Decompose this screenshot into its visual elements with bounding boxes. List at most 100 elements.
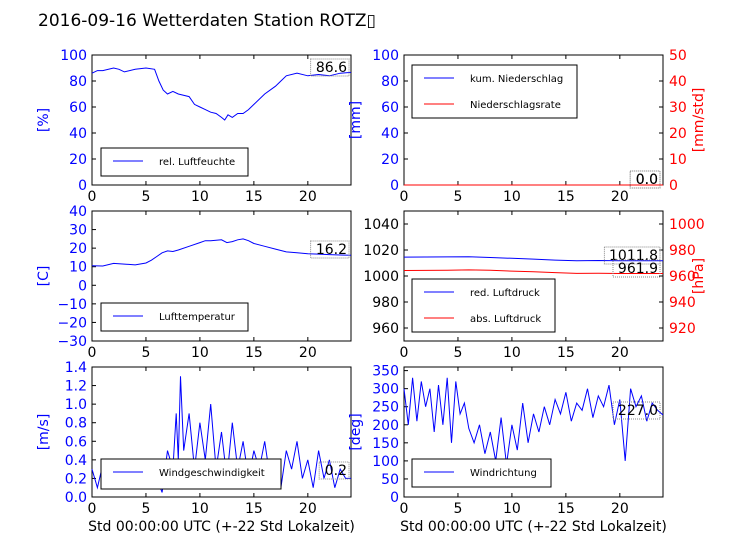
- legend-entry: rel. Luftfeuchte: [159, 157, 235, 168]
- y-tick-label: 0.0: [65, 490, 87, 506]
- value-label-box: [310, 58, 350, 77]
- legend-entry: kum. Niederschlag: [470, 74, 563, 85]
- y-tick-label: 0: [390, 490, 399, 506]
- x-tick-label: 10: [503, 189, 521, 205]
- x-tick-label: 15: [245, 189, 263, 205]
- x-tick-label: 0: [88, 501, 97, 517]
- legend-entry: red. Luftdruck: [470, 288, 540, 299]
- x-tick-label: 0: [88, 345, 97, 361]
- y2-tick-label: 30: [669, 100, 687, 116]
- y-tick-label: 350: [372, 364, 399, 380]
- y2-tick-label: 940: [669, 295, 696, 311]
- y-tick-label: 40: [381, 126, 399, 142]
- y2-axis-label: [hPa]: [691, 258, 707, 294]
- y-tick-label: 1.0: [65, 397, 87, 413]
- series-line-pressure-0: [403, 256, 663, 262]
- y-tick-label: 60: [381, 100, 399, 116]
- y-tick-label: 1.2: [65, 379, 87, 395]
- x-tick-label: 10: [191, 501, 209, 517]
- x-tick-label: 5: [141, 345, 150, 361]
- x-tick-label: 20: [611, 345, 629, 361]
- value-label: 0.0: [636, 172, 658, 188]
- value-label-box: [310, 240, 350, 259]
- y2-tick-label: 920: [669, 321, 696, 337]
- y2-tick-label: 960: [669, 269, 696, 285]
- legend-box: [411, 278, 556, 333]
- x-tick-label: 5: [453, 501, 462, 517]
- y-tick-label: 250: [372, 400, 399, 416]
- legend-entry: abs. Luftdruck: [470, 314, 541, 325]
- x-tick-label: 5: [141, 189, 150, 205]
- x-tick-label: 0: [400, 345, 409, 361]
- legend-box: [411, 64, 578, 119]
- legend-box: [100, 147, 249, 177]
- y2-axis-label: [mm/std]: [691, 88, 707, 153]
- y-tick-label: 100: [60, 48, 87, 64]
- x-tick-label: 20: [299, 345, 317, 361]
- legend-entry: Lufttemperatur: [159, 312, 236, 323]
- x-tick-label: 5: [453, 345, 462, 361]
- y-tick-label: 300: [372, 382, 399, 398]
- value-label: 86.6: [316, 60, 347, 76]
- y-tick-label: 960: [372, 321, 399, 337]
- legend-entry: Windgeschwindigkeit: [159, 468, 265, 479]
- y2-tick-label: 40: [669, 74, 687, 90]
- x-tick-label: 20: [299, 189, 317, 205]
- y-axis-label: [C]: [36, 266, 52, 287]
- y-tick-label: 1040: [363, 217, 399, 233]
- plot-frame-windspeed: [91, 366, 352, 498]
- y2-tick-label: 50: [669, 48, 687, 64]
- legend-box: [100, 458, 282, 490]
- y-tick-label: 0.2: [65, 471, 87, 487]
- x-tick-label: 5: [453, 189, 462, 205]
- x-axis-label: Std 00:00:00 UTC (+-22 Std Lokalzeit): [400, 519, 667, 535]
- x-tick-label: 0: [400, 189, 409, 205]
- y-tick-label: −30: [57, 334, 87, 350]
- value-label: 227.0: [618, 403, 658, 419]
- y-tick-label: 980: [372, 295, 399, 311]
- y-tick-label: 30: [69, 223, 87, 239]
- y-tick-label: −10: [57, 297, 87, 313]
- legend-entry: Niederschlagsrate: [470, 100, 561, 111]
- x-tick-label: 5: [141, 501, 150, 517]
- y-tick-label: 80: [69, 74, 87, 90]
- y-tick-label: 80: [381, 74, 399, 90]
- y-tick-label: 40: [69, 204, 87, 220]
- y-tick-label: 200: [372, 418, 399, 434]
- y2-tick-label: 1000: [669, 217, 705, 233]
- plot-frame-winddirection: [403, 366, 664, 498]
- value-label: 961.9: [618, 261, 658, 277]
- x-tick-label: 10: [191, 345, 209, 361]
- x-tick-label: 20: [611, 501, 629, 517]
- y-tick-label: 60: [69, 100, 87, 116]
- y-tick-label: 0: [390, 178, 399, 194]
- x-tick-label: 20: [611, 189, 629, 205]
- x-tick-label: 15: [557, 345, 575, 361]
- y-tick-label: 150: [372, 436, 399, 452]
- value-label-box: [629, 170, 661, 189]
- y-tick-label: 100: [372, 454, 399, 470]
- y2-tick-label: 20: [669, 126, 687, 142]
- x-axis-label: Std 00:00:00 UTC (+-22 Std Lokalzeit): [88, 519, 355, 535]
- legend-box: [100, 302, 249, 332]
- y-tick-label: 0: [78, 278, 87, 294]
- y-tick-label: 1.4: [65, 360, 87, 376]
- x-tick-label: 0: [400, 501, 409, 517]
- x-tick-label: 15: [557, 189, 575, 205]
- x-tick-label: 10: [191, 189, 209, 205]
- y2-tick-label: 0: [669, 178, 678, 194]
- series-line-pressure-1: [403, 269, 663, 274]
- plot-frame-humidity: [91, 54, 352, 186]
- y-tick-label: 40: [69, 126, 87, 142]
- y-tick-label: 0: [78, 178, 87, 194]
- x-tick-label: 0: [88, 189, 97, 205]
- y-axis-label: [m/s]: [36, 414, 52, 451]
- x-tick-label: 15: [245, 501, 263, 517]
- series-line-humidity-0: [91, 67, 352, 121]
- y-axis-label: [deg]: [348, 413, 364, 450]
- plot-frame-temperature: [91, 210, 352, 342]
- y-tick-label: 0.6: [65, 434, 87, 450]
- x-tick-label: 20: [299, 501, 317, 517]
- y-tick-label: 1000: [363, 269, 399, 285]
